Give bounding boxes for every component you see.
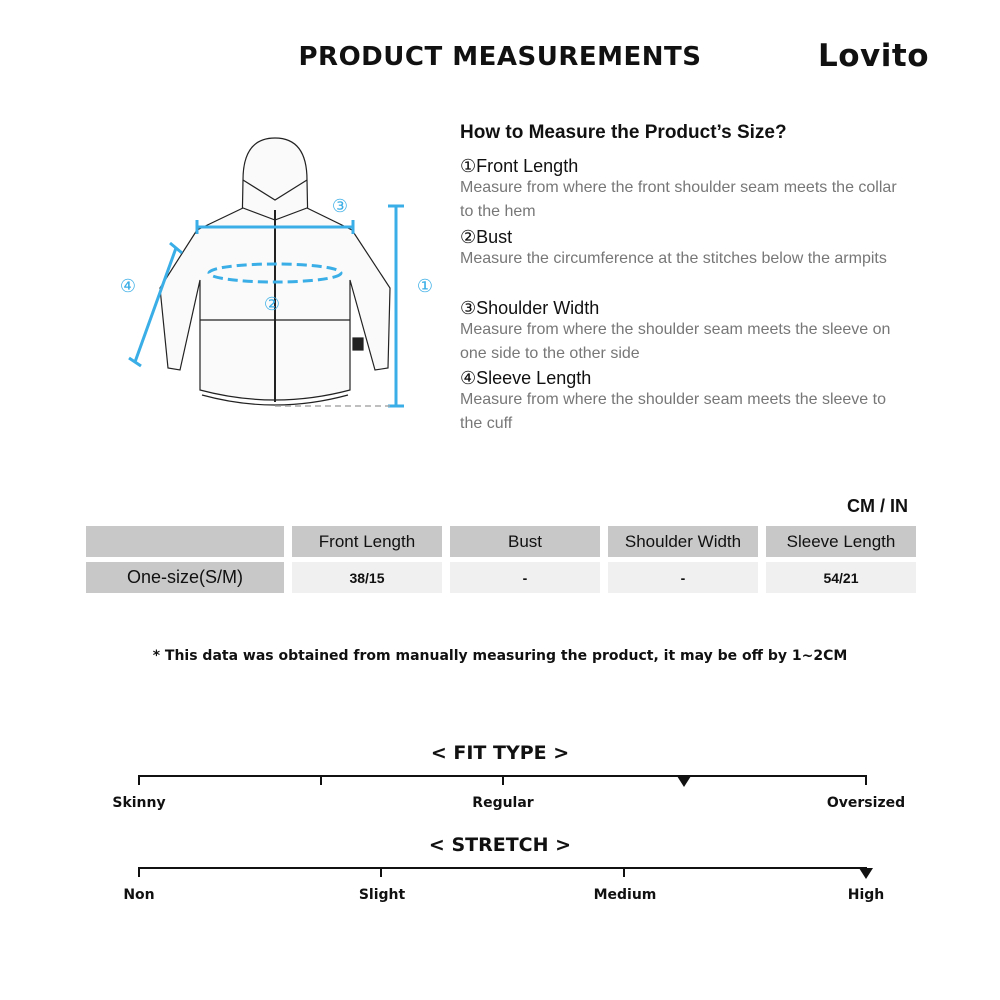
stretch-scale bbox=[138, 867, 867, 869]
guide-item-sleeve: ④Sleeve Length bbox=[460, 368, 592, 388]
guide-heading: How to Measure the Product’s Size? bbox=[460, 122, 787, 143]
guide-item-shoulder: ③Shoulder Width bbox=[460, 298, 600, 318]
stretch-label-slight: Slight bbox=[358, 887, 406, 903]
guide-desc-bust: Measure the circumference at the stitche… bbox=[460, 250, 887, 267]
stretch-label-medium: Medium bbox=[593, 887, 657, 903]
guide-desc-front-length: Measure from where the front shoulder se… bbox=[460, 179, 897, 220]
table-row: One-size(S/M) 38/15 - - 54/21 bbox=[86, 562, 916, 593]
guide-item-front-length: ①Front Length bbox=[460, 156, 579, 176]
size-table: Front Length Bust Shoulder Width Sleeve … bbox=[78, 521, 924, 598]
marker-sleeve: ④ bbox=[120, 276, 136, 297]
guide-desc-shoulder: Measure from where the shoulder seam mee… bbox=[460, 321, 891, 362]
fit-label-oversized: Oversized bbox=[826, 795, 906, 811]
guide-item-bust: ②Bust bbox=[460, 227, 513, 247]
measurement-note: * This data was obtained from manually m… bbox=[152, 648, 848, 664]
page-title: PRODUCT MEASUREMENTS bbox=[298, 42, 702, 72]
stretch-label-non: Non bbox=[123, 887, 155, 903]
fit-label-skinny: Skinny bbox=[112, 795, 166, 811]
fit-type-marker bbox=[677, 776, 692, 787]
table-header-row: Front Length Bust Shoulder Width Sleeve … bbox=[86, 526, 916, 557]
brand-logo: Lovito bbox=[818, 38, 930, 74]
stretch-label-high: High bbox=[847, 887, 885, 903]
units-label: CM / IN bbox=[847, 496, 908, 516]
fit-type-title: < FIT TYPE > bbox=[430, 742, 570, 764]
stretch-title: < STRETCH > bbox=[428, 834, 572, 856]
stretch-marker bbox=[859, 868, 873, 879]
marker-bust: ② bbox=[264, 294, 280, 315]
marker-front-length: ① bbox=[417, 276, 433, 297]
fit-label-regular: Regular bbox=[472, 795, 534, 811]
guide-desc-sleeve: Measure from where the shoulder seam mee… bbox=[460, 391, 886, 432]
marker-shoulder: ③ bbox=[332, 196, 348, 217]
jacket-diagram: ① ② ③ ④ bbox=[120, 137, 433, 408]
